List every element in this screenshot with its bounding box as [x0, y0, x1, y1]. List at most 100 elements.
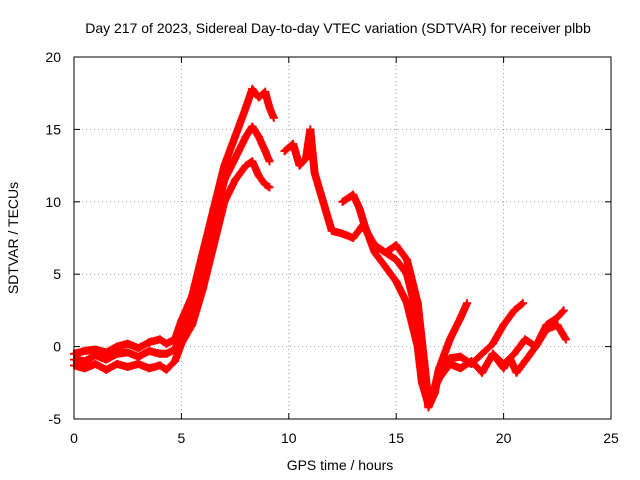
data-point [162, 339, 171, 348]
data-point [510, 349, 519, 358]
data-point [420, 357, 429, 366]
data-point [134, 360, 143, 368]
data-point [155, 361, 164, 370]
data-point [261, 147, 270, 156]
y-tick-label: 0 [53, 339, 61, 355]
data-point [220, 176, 229, 185]
x-tick-label: 5 [178, 430, 186, 446]
data-point [113, 349, 121, 358]
data-point [478, 349, 487, 358]
y-axis-label: SDTVAR / TECUs [5, 182, 21, 294]
data-point [269, 113, 278, 122]
data-point [102, 348, 111, 357]
data-point [559, 306, 568, 315]
data-point [512, 368, 521, 377]
data-point [231, 154, 240, 163]
data-point [265, 157, 274, 166]
data-point [91, 351, 100, 360]
data-point [123, 339, 132, 348]
data-point [188, 320, 197, 329]
data-point [488, 339, 497, 348]
data-point [123, 362, 132, 371]
data-point [306, 125, 315, 134]
data-point [134, 344, 143, 352]
data-point [463, 299, 472, 308]
data-point [155, 335, 164, 344]
series-track-a [70, 84, 278, 358]
data-point [261, 180, 270, 189]
data-point [209, 241, 218, 250]
data-point [413, 299, 422, 308]
series-track-c [70, 157, 274, 374]
data-point [561, 335, 570, 344]
data-point [198, 284, 207, 293]
data-point [338, 229, 347, 238]
x-tick-label: 25 [603, 430, 619, 446]
data-point [506, 354, 514, 363]
data-point [499, 364, 508, 373]
data-point [488, 349, 497, 358]
data-point [80, 364, 89, 373]
series-track-e [338, 190, 527, 412]
data-point [435, 364, 444, 373]
data-point [241, 103, 250, 112]
x-tick-label: 0 [70, 430, 78, 446]
series-track-g [488, 320, 570, 377]
data-point [381, 248, 390, 257]
data-point [445, 360, 454, 368]
data-point [265, 103, 274, 112]
data-point [362, 226, 371, 235]
chart-title: Day 217 of 2023, Sidereal Day-to-day VTE… [85, 20, 591, 36]
data-point [467, 357, 476, 366]
data-point [91, 360, 100, 368]
data-points [70, 84, 570, 412]
data-point [123, 348, 132, 357]
data-point [392, 255, 401, 264]
data-point [248, 122, 257, 131]
data-point [220, 161, 229, 170]
data-point [392, 241, 401, 250]
data-point [171, 357, 179, 366]
data-point [381, 263, 390, 271]
plot-frame [73, 56, 612, 420]
data-point [338, 197, 347, 206]
y-tick-label: 5 [53, 266, 61, 282]
data-point [113, 342, 121, 351]
data-point [241, 132, 250, 141]
data-point [80, 346, 89, 355]
series-track-b [70, 122, 274, 366]
data-point [310, 168, 319, 177]
data-point [248, 157, 257, 166]
data-point [402, 299, 411, 308]
data-point [521, 335, 530, 344]
data-point [478, 368, 487, 377]
marker-track [70, 122, 274, 366]
x-axis-label: GPS time / hours [287, 457, 394, 473]
data-point [80, 357, 89, 366]
data-point [531, 342, 540, 351]
data-point [521, 357, 530, 366]
data-point [241, 161, 250, 170]
data-point [162, 349, 171, 358]
y-tick-label: 10 [45, 194, 61, 210]
data-point [456, 364, 465, 373]
data-point [102, 355, 111, 364]
data-point [265, 183, 274, 192]
y-tick-label: 15 [45, 121, 61, 137]
data-point [254, 93, 263, 102]
data-point [261, 87, 270, 96]
x-tick-label: 20 [496, 430, 512, 446]
y-tick-label: 20 [45, 49, 61, 65]
data-point [295, 161, 304, 170]
data-point [145, 364, 154, 373]
data-point [355, 205, 364, 213]
data-point [254, 132, 263, 141]
data-point [349, 190, 358, 199]
data-point [370, 241, 379, 250]
data-point [280, 147, 289, 156]
data-point [177, 339, 186, 348]
marker-track [70, 84, 278, 358]
x-tick-label: 10 [281, 430, 297, 446]
data-point [445, 335, 454, 344]
data-point [424, 397, 433, 406]
